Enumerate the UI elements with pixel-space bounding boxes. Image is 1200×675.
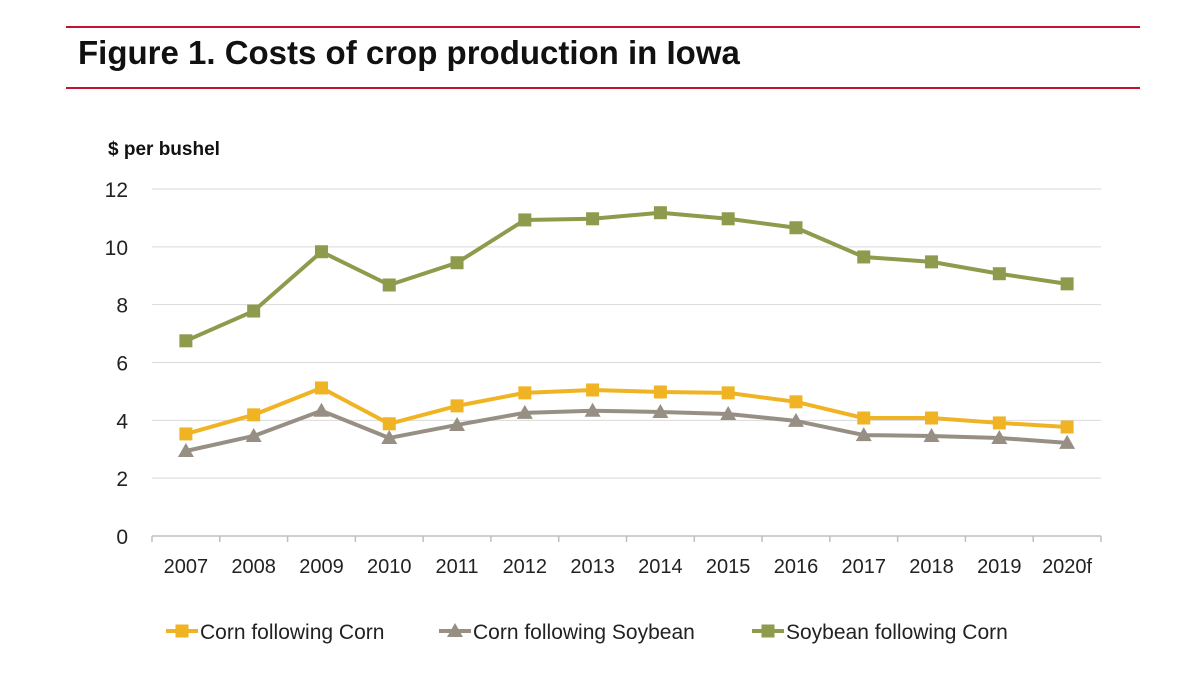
data-point	[382, 278, 396, 292]
data-point	[652, 403, 669, 418]
data-point	[857, 250, 871, 264]
data-point	[925, 255, 939, 269]
data-point	[789, 395, 803, 409]
data-point	[518, 213, 532, 227]
bottom-rule	[66, 87, 1140, 89]
x-tick-label: 2016	[774, 556, 819, 578]
x-tick-label: 2015	[706, 556, 751, 578]
data-point	[992, 267, 1006, 281]
x-tick-label: 2020f	[1042, 556, 1092, 578]
top-rule	[66, 26, 1140, 28]
legend-label: Soybean following Corn	[786, 621, 1008, 644]
series-line-2	[185, 210, 1068, 343]
data-point	[586, 212, 600, 226]
series-line-1	[185, 408, 1068, 453]
data-point	[314, 381, 328, 395]
x-tick-label: 2011	[436, 556, 479, 578]
data-point	[314, 245, 328, 259]
data-point	[313, 402, 330, 417]
data-point	[179, 427, 193, 441]
data-point	[787, 412, 804, 427]
data-point	[923, 427, 940, 442]
x-tick-label: 2018	[909, 556, 954, 578]
data-point	[789, 221, 803, 235]
data-point	[382, 417, 396, 431]
x-tick-label: 2009	[299, 556, 344, 578]
data-point	[720, 405, 737, 420]
data-point	[245, 427, 262, 442]
x-tick-label: 2017	[842, 556, 887, 578]
series-line-0	[185, 385, 1068, 436]
data-point	[991, 429, 1008, 444]
data-point	[925, 411, 939, 425]
data-point	[450, 256, 464, 270]
legend-label: Corn following Corn	[200, 621, 384, 644]
x-tick-label: 2007	[164, 556, 209, 578]
y-tick-label: 2	[116, 468, 128, 491]
data-point	[857, 411, 871, 425]
x-tick-label: 2010	[367, 556, 412, 578]
y-tick-label: 4	[116, 410, 128, 433]
y-tick-label: 6	[116, 353, 128, 376]
y-tick-label: 10	[105, 237, 128, 260]
data-point	[381, 429, 398, 444]
data-point	[586, 383, 600, 397]
data-point	[1060, 420, 1074, 434]
legend-label: Corn following Soybean	[473, 621, 695, 644]
data-point	[721, 212, 735, 226]
x-tick-label: 2012	[503, 556, 548, 578]
x-tick-label: 2008	[231, 556, 276, 578]
chart-title: Figure 1. Costs of crop production in Io…	[78, 34, 740, 71]
data-point	[449, 416, 466, 431]
y-axis-label: $ per bushel	[108, 139, 220, 160]
y-tick-label: 8	[116, 295, 128, 318]
legend-marker	[761, 624, 775, 638]
data-point	[450, 399, 464, 413]
x-tick-label: 2014	[638, 556, 683, 578]
data-point	[516, 404, 533, 419]
x-tick-label: 2013	[570, 556, 615, 578]
y-tick-label: 0	[116, 526, 128, 549]
data-point	[1060, 277, 1074, 291]
data-point	[992, 416, 1006, 430]
data-point	[247, 304, 261, 318]
data-point	[1059, 434, 1076, 449]
data-point	[247, 408, 261, 422]
data-point	[653, 385, 667, 399]
data-point	[518, 386, 532, 400]
data-point	[721, 386, 735, 400]
y-tick-label: 12	[105, 179, 128, 202]
x-tick-label: 2019	[977, 556, 1022, 578]
data-point	[855, 427, 872, 442]
data-point	[653, 206, 667, 220]
data-point	[179, 334, 193, 348]
legend-marker	[175, 624, 189, 638]
legend-marker	[447, 623, 463, 637]
data-point	[177, 442, 194, 457]
data-point	[584, 402, 601, 417]
